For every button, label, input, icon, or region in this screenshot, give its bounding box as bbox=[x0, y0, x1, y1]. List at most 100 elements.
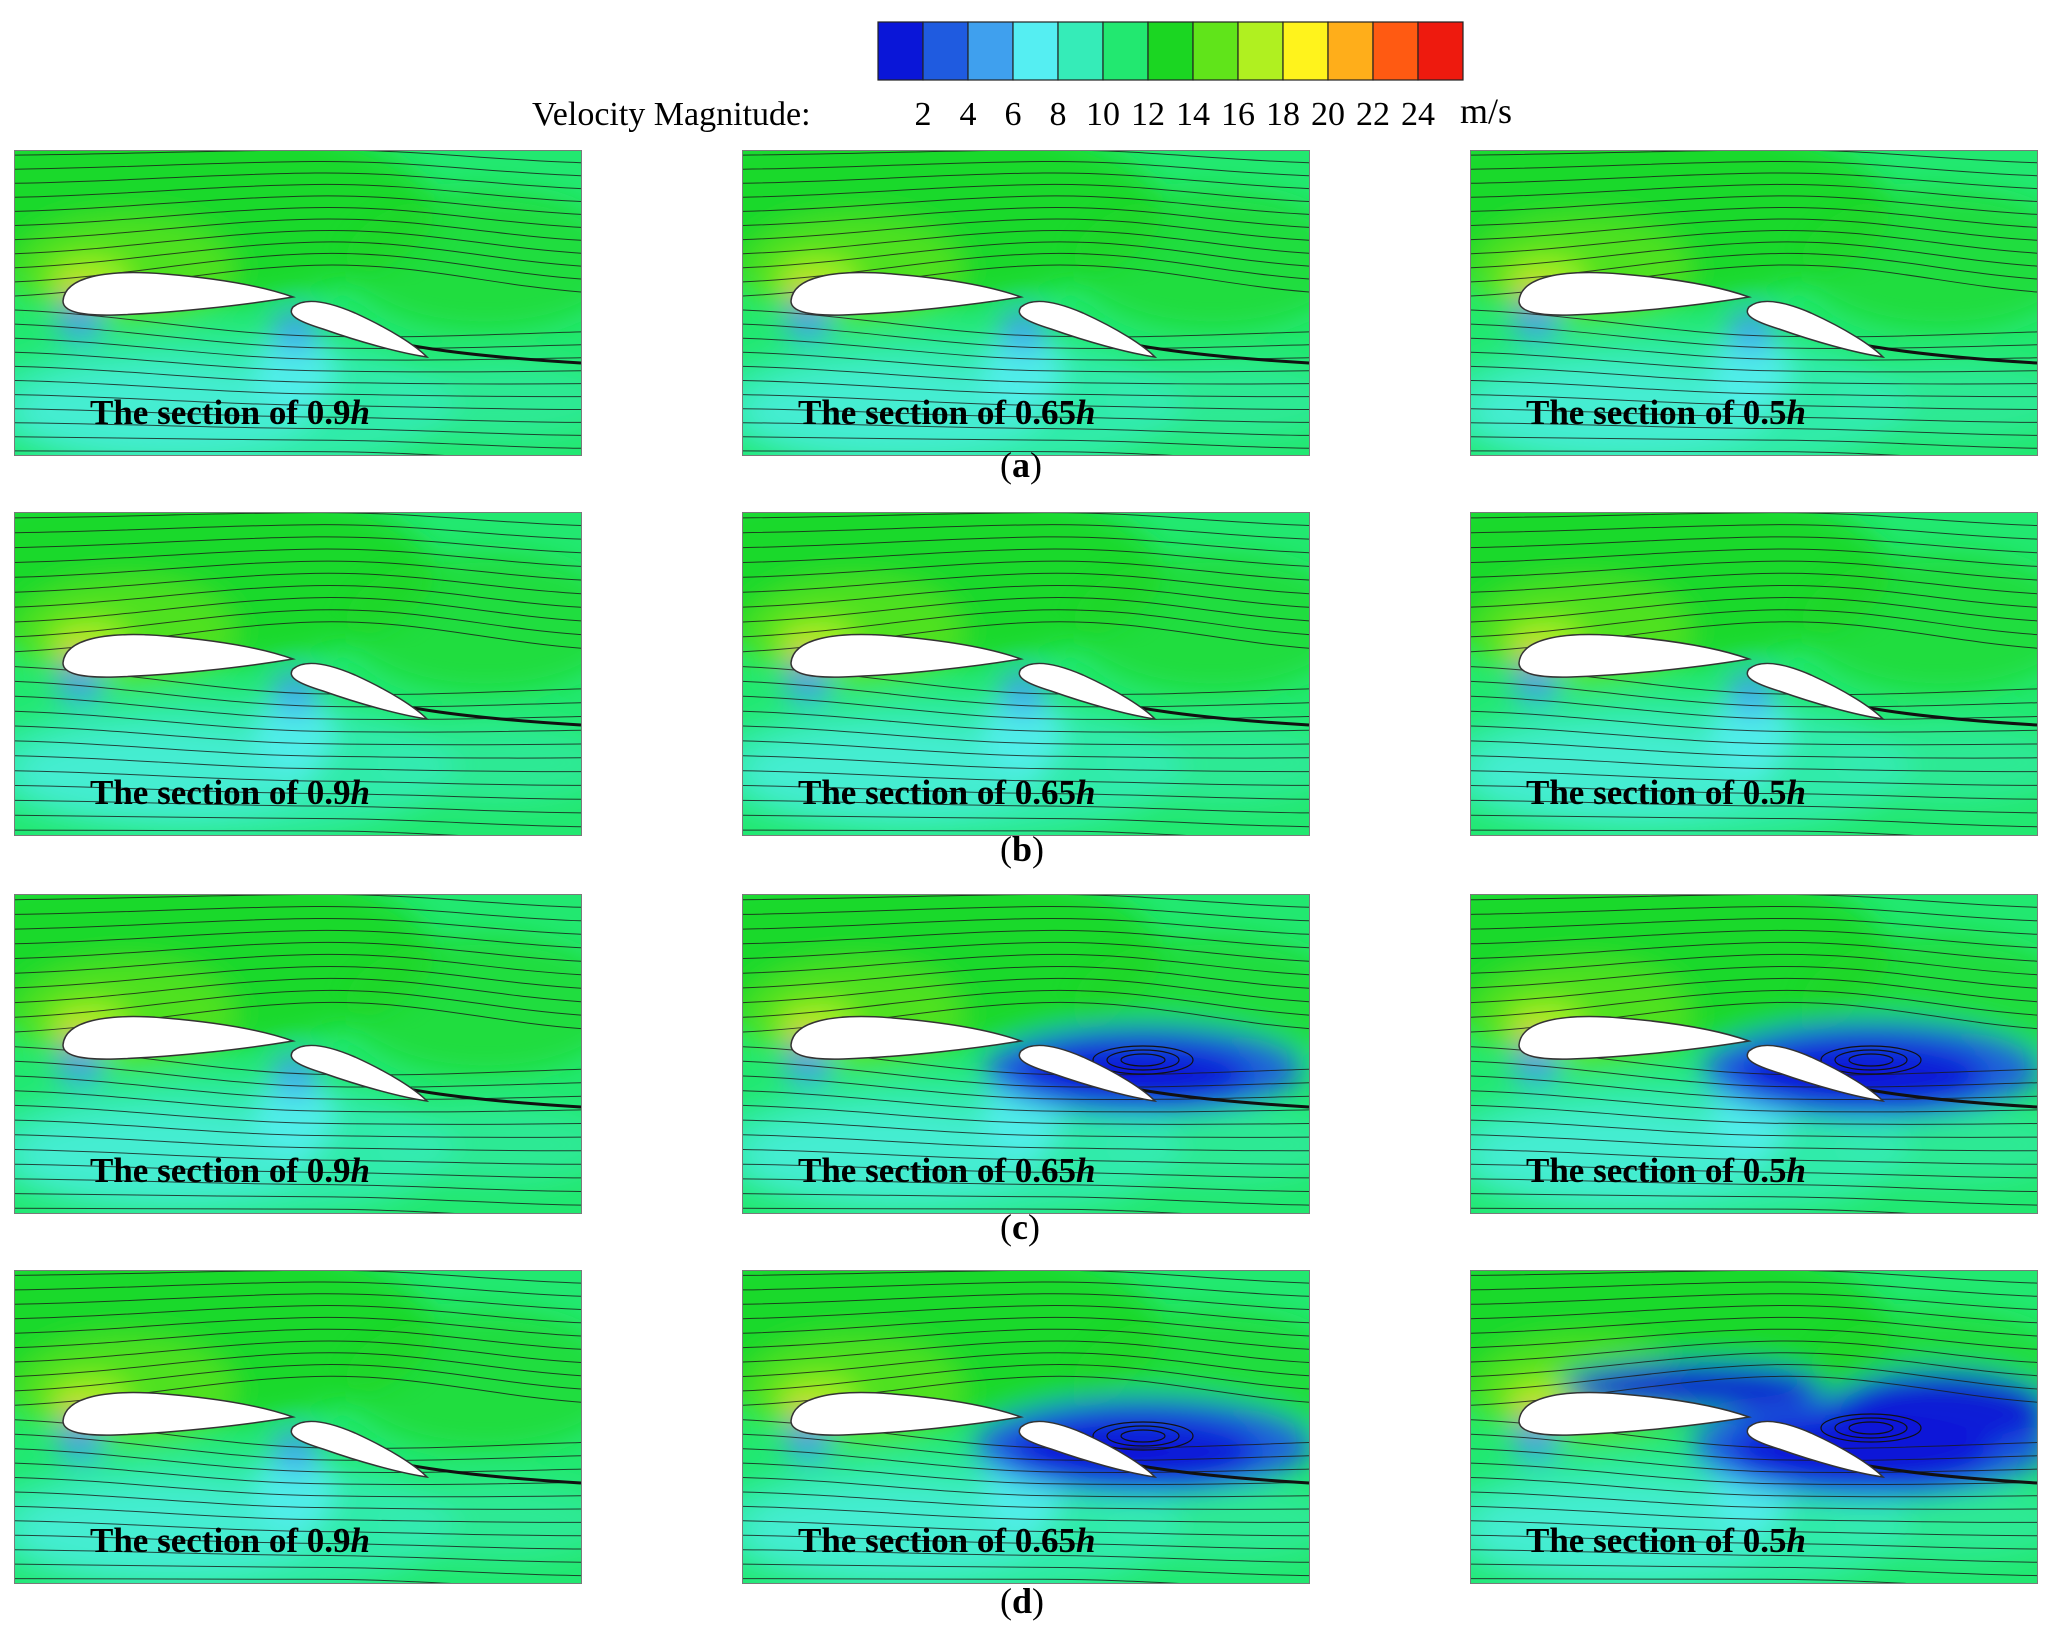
streamline bbox=[1471, 1293, 2037, 1310]
colorbar-swatches bbox=[877, 21, 1464, 81]
streamline bbox=[15, 829, 459, 835]
streamline bbox=[15, 917, 581, 935]
streamlines bbox=[15, 1271, 581, 1583]
colorbar-swatch bbox=[967, 21, 1014, 81]
streamline bbox=[1471, 1104, 2037, 1125]
streamline bbox=[1471, 1090, 2037, 1113]
streamlines bbox=[743, 151, 1309, 455]
streamline bbox=[1471, 785, 2037, 800]
streamline bbox=[15, 953, 581, 976]
velocity-region bbox=[1471, 728, 1771, 818]
velocity-region bbox=[345, 553, 581, 693]
vortex-streamline bbox=[1820, 1045, 1922, 1075]
streamline bbox=[743, 1352, 1309, 1377]
streamline bbox=[743, 436, 1309, 449]
streamline bbox=[743, 1075, 1309, 1101]
streamline bbox=[1471, 1119, 2037, 1138]
velocity-contour-plot bbox=[1471, 513, 2037, 835]
streamline bbox=[743, 450, 1174, 455]
vortex-streamline bbox=[1848, 1053, 1894, 1067]
streamline bbox=[743, 785, 1309, 800]
streamline bbox=[15, 770, 581, 786]
section-label-height-symbol: h bbox=[350, 1151, 371, 1190]
streamline bbox=[15, 905, 581, 922]
velocity-region bbox=[1831, 1371, 2037, 1451]
streamline bbox=[1471, 572, 2037, 595]
streamline bbox=[15, 309, 581, 338]
velocity-region bbox=[1471, 366, 1771, 455]
streamline bbox=[743, 1534, 1309, 1550]
streamline bbox=[1471, 1477, 2037, 1498]
streamline bbox=[1471, 895, 2037, 908]
section-label-height-symbol: h bbox=[350, 393, 371, 432]
velocity-region bbox=[1073, 553, 1309, 693]
section-label-text: The section of 0.65 bbox=[798, 1151, 1077, 1190]
velocity-contour-plot bbox=[15, 513, 581, 835]
section-label: The section of 0.9h bbox=[90, 1151, 370, 1191]
flap-airfoil bbox=[1018, 300, 1158, 359]
colorbar-tick-label: 8 bbox=[1049, 96, 1067, 133]
streamline bbox=[743, 1119, 1309, 1138]
colorbar-swatch bbox=[1102, 21, 1149, 81]
colorbar-tick-label: 10 bbox=[1086, 96, 1120, 133]
streamline bbox=[1471, 380, 2037, 398]
flap-airfoil bbox=[1746, 1044, 1886, 1103]
streamline bbox=[743, 1340, 1309, 1363]
row-label-c: (c) bbox=[1000, 1207, 1040, 1247]
velocity-region bbox=[1831, 1105, 2037, 1185]
streamline bbox=[15, 1549, 581, 1563]
velocity-region bbox=[15, 728, 315, 818]
velocity-region bbox=[1103, 361, 1309, 441]
colorbar-tick-label: 12 bbox=[1131, 96, 1165, 133]
streamline bbox=[1471, 977, 2037, 1004]
colorbar-tick-label: 2 bbox=[914, 96, 932, 133]
streamline bbox=[15, 323, 581, 349]
streamlines bbox=[743, 895, 1309, 1213]
streamline bbox=[1471, 953, 2037, 976]
velocity-region bbox=[1103, 1481, 1309, 1561]
streamline bbox=[1471, 1271, 2037, 1284]
streamline bbox=[15, 1433, 581, 1461]
streamline bbox=[1471, 597, 2037, 623]
streamline bbox=[15, 814, 581, 828]
streamline bbox=[743, 365, 1309, 385]
velocity-region bbox=[345, 191, 581, 331]
streamline bbox=[743, 1549, 1309, 1563]
flow-panel-d-1: The section of 0.9h bbox=[14, 1270, 582, 1584]
streamline bbox=[1471, 989, 2037, 1018]
streamline bbox=[743, 1578, 1180, 1583]
streamline bbox=[15, 977, 581, 1004]
row-letter: c bbox=[1012, 1207, 1028, 1247]
velocity-colorbar: Velocity Magnitude: 2 4 6 8 10 12 14 16 18 20 22 24… bbox=[520, 16, 1540, 136]
flap-airfoil bbox=[1746, 1420, 1886, 1479]
colorbar-tick-label: 20 bbox=[1311, 96, 1345, 133]
velocity-region bbox=[15, 1486, 315, 1576]
streamline bbox=[743, 218, 1309, 241]
streamline bbox=[743, 1163, 1309, 1179]
streamline bbox=[743, 1134, 1309, 1152]
main-airfoil bbox=[790, 271, 1024, 316]
velocity-region bbox=[345, 1311, 581, 1451]
streamline bbox=[743, 206, 1309, 228]
colorbar-swatch bbox=[1372, 21, 1419, 81]
flow-panel-b-3: The section of 0.5h bbox=[1470, 512, 2038, 836]
streamline bbox=[1471, 929, 2037, 949]
streamline bbox=[1471, 560, 2037, 581]
streamline bbox=[743, 524, 1309, 540]
streamline bbox=[743, 584, 1309, 608]
main-airfoil bbox=[62, 633, 296, 678]
section-label-height-symbol: h bbox=[1076, 393, 1096, 432]
section-label: The section of 0.65h bbox=[798, 1521, 1096, 1561]
flap-airfoil bbox=[1746, 662, 1886, 721]
section-label-text: The section of 0.65 bbox=[798, 393, 1077, 432]
colorbar-swatch bbox=[1417, 21, 1464, 81]
velocity-region bbox=[1711, 331, 1791, 411]
velocity-region bbox=[375, 1105, 581, 1185]
streamline bbox=[743, 408, 1309, 423]
streamline bbox=[1471, 408, 2037, 423]
streamline bbox=[743, 160, 1309, 177]
streamline bbox=[743, 241, 1309, 269]
streamline bbox=[1471, 241, 2037, 269]
streamline bbox=[1471, 206, 2037, 228]
section-label-text: The section of 0.5 bbox=[1526, 1151, 1787, 1190]
